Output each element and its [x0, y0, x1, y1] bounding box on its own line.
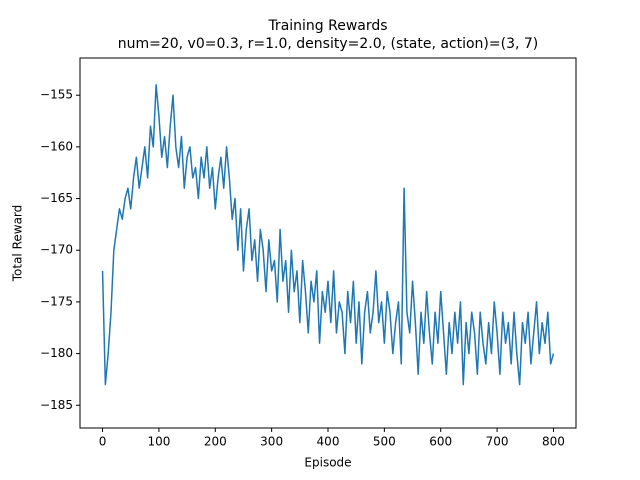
x-tick-label: 0: [99, 435, 107, 449]
y-tick-label: −180: [40, 346, 73, 360]
y-tick-label: −170: [40, 243, 73, 257]
y-tick-label: −175: [40, 294, 73, 308]
x-tick-label: 400: [317, 435, 340, 449]
x-tick-label: 200: [204, 435, 227, 449]
y-tick-label: −160: [40, 139, 73, 153]
x-tick-label: 700: [486, 435, 509, 449]
y-tick-label: −185: [40, 398, 73, 412]
plot-frame: [79, 57, 577, 429]
x-tick-label: 500: [373, 435, 396, 449]
y-tick-label: −165: [40, 191, 73, 205]
chart-subtitle: num=20, v0=0.3, r=1.0, density=2.0, (sta…: [118, 36, 539, 52]
x-tick-label: 300: [260, 435, 283, 449]
x-axis-label: Episode: [304, 456, 351, 470]
y-axis-label: Total Reward: [11, 205, 25, 283]
x-tick-label: 100: [147, 435, 170, 449]
line-series: [101, 84, 555, 386]
x-tick-label: 800: [542, 435, 565, 449]
y-tick-label: −155: [40, 88, 73, 102]
chart-title: Training Rewards: [267, 18, 387, 34]
x-tick-label: 600: [429, 435, 452, 449]
